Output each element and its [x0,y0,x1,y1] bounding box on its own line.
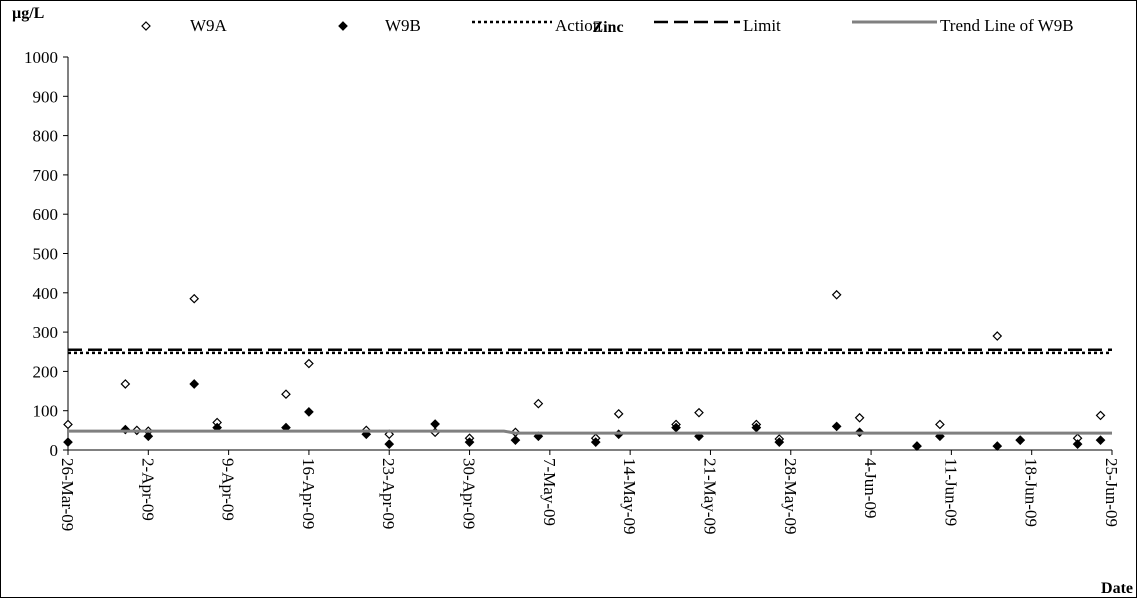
y-tick-label: 900 [33,87,59,106]
x-tick-label: 16-Apr-09 [299,458,318,529]
point-w9a [935,419,945,430]
y-tick-label: 700 [33,166,59,185]
plot-area: 0 100 200 300 400 500 600 700 800 900 1000 26-Mar-0… [24,48,1121,534]
y-tick-label: 600 [33,205,59,224]
point-w9b [751,422,762,433]
point-w9a [694,407,704,418]
y-tick-label: 100 [33,402,59,421]
y-tick-label: 300 [33,323,59,342]
point-w9b [384,439,395,449]
x-tick-label: 2-Apr-09 [138,458,157,521]
x-tick-label: 25-Jun-09 [1102,458,1121,527]
legend-marker-w9b [338,21,348,31]
point-w9b [510,435,521,446]
point-w9b [992,441,1003,451]
x-axis-label: Date [1101,580,1133,597]
x-tick-label: 18-Jun-09 [1022,458,1041,527]
legend-label-w9a: W9A [190,16,228,35]
y-tick-label: 200 [33,362,59,381]
point-w9a [304,358,314,369]
point-w9b [912,441,922,451]
x-tick-label: 14-May-09 [620,458,639,534]
point-w9a [189,293,200,304]
x-tick-label: 23-Apr-09 [379,458,398,529]
point-w9b [1072,439,1083,449]
x-tick-label: 28-May-09 [781,458,800,534]
line-trend-line-of-w9b [68,429,1112,435]
point-w9a [613,408,624,419]
point-w9b [304,407,314,417]
point-w9a [63,419,73,430]
x-tick-label: 4-Jun-09 [861,458,880,518]
legend: W9A W9B Action Limit Trend Line of W9B [141,16,1074,35]
point-w9b [671,422,681,433]
y-tick-label: 0 [50,441,59,460]
y-tick-label: 400 [33,284,59,303]
point-w9b [464,437,475,447]
point-w9b [189,379,200,389]
point-w9a [854,412,865,423]
point-w9b [63,437,73,447]
x-tick-label: 7-May-09 [540,458,559,526]
point-w9b [143,431,154,442]
y-tick-label: 500 [33,245,59,264]
y-tick-label: 800 [33,127,59,146]
x-tick-label: 11-Jun-09 [941,458,960,526]
chart-title: Zinc [592,19,623,36]
point-w9b [590,437,601,447]
legend-label-trend-line-of-w9b: Trend Line of W9B [940,16,1074,35]
x-tick-label: 21-May-09 [700,458,719,534]
point-w9a [120,379,131,389]
point-w9a [831,289,842,300]
point-w9a [1095,410,1106,421]
legend-label-action: Action [555,16,602,35]
legend-marker-w9a [141,21,151,31]
point-w9a [281,389,291,400]
point-w9b [430,419,440,429]
x-tick-label: 9-Apr-09 [219,458,238,521]
point-w9b [1015,435,1026,446]
y-axis-label: µg/L [12,5,44,22]
point-w9b [831,421,842,432]
point-w9a [533,398,544,409]
point-w9b [1095,435,1106,446]
point-w9a [992,331,1003,341]
legend-label-w9b: W9B [385,16,421,35]
y-tick-label: 1000 [24,48,58,67]
x-tick-label: 30-Apr-09 [460,458,479,529]
point-w9b [774,437,785,447]
legend-label-limit: Limit [743,16,781,35]
x-tick-label: 26-Mar-09 [58,458,77,531]
